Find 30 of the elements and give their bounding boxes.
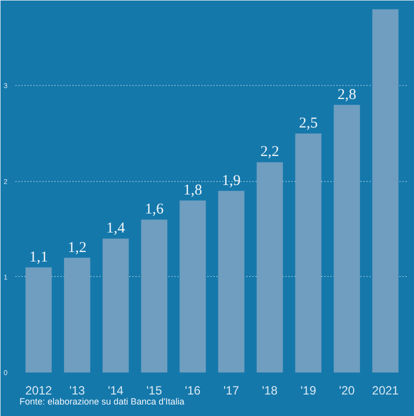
source-note: Fonte: elaborazione su dati Banca d'Italia: [20, 396, 184, 406]
data-label: 1,9: [222, 172, 241, 189]
x-tick-label: '13: [69, 384, 86, 398]
x-tick-label: 2021: [372, 384, 400, 398]
x-tick-label: '16: [184, 384, 201, 398]
data-label: 2,5: [298, 116, 318, 132]
bar: [141, 220, 168, 372]
data-label: 1,2: [68, 240, 87, 256]
bar: [218, 190, 244, 372]
x-tick-label: '17: [223, 384, 240, 398]
bar: [180, 200, 206, 372]
bar: [102, 238, 129, 372]
data-label: 2,2: [260, 144, 280, 160]
data-label: 1,8: [183, 182, 202, 198]
x-tick-label: '14: [108, 384, 124, 398]
x-tick-label: '15: [146, 384, 162, 398]
data-label: 1,1: [29, 249, 48, 266]
x-tick-label: '18: [262, 384, 278, 398]
data-label: 1,6: [144, 202, 164, 218]
bar: [256, 162, 283, 372]
x-tick-label: '19: [300, 384, 316, 398]
data-label: 2,8: [337, 86, 356, 103]
bar: [334, 104, 360, 372]
bar: [26, 267, 52, 372]
bar: [372, 9, 398, 372]
bar: [64, 258, 90, 372]
bar: [295, 134, 322, 372]
x-tick-label: 2012: [25, 384, 52, 398]
data-label: 1,4: [106, 220, 126, 237]
x-tick-label: '20: [339, 384, 355, 398]
